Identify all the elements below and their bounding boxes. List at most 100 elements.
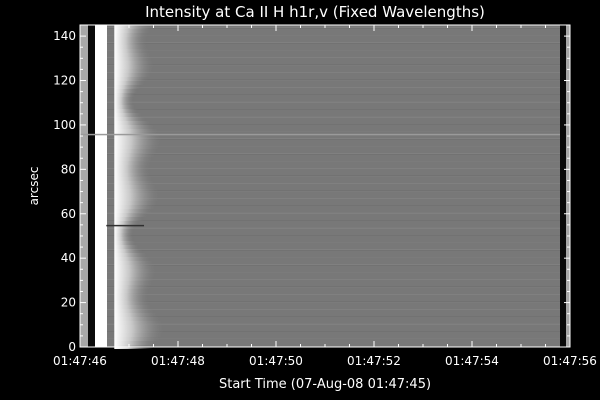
decay-strip: [114, 213, 149, 217]
decay-strip: [114, 61, 155, 65]
decay-strip: [114, 37, 148, 41]
image-streak: [80, 191, 570, 192]
image-streak: [80, 80, 570, 81]
decay-strip: [114, 321, 164, 325]
image-streak: [80, 228, 570, 229]
decay-strip: [114, 249, 144, 253]
image-streak: [80, 50, 570, 51]
image-streak: [80, 176, 570, 177]
image-streak: [80, 264, 570, 265]
decay-strip: [114, 209, 153, 213]
x-tick-label: 01:47:54: [445, 354, 499, 368]
y-tick-label: 80: [61, 162, 76, 176]
image-streak: [80, 324, 570, 325]
image-streak: [80, 65, 570, 66]
decay-strip: [114, 261, 155, 265]
decay-strip: [114, 233, 134, 237]
image-streak: [80, 249, 570, 250]
decay-strip: [114, 313, 159, 317]
image-streak: [80, 294, 570, 295]
decay-strip: [114, 157, 154, 161]
decay-strip: [114, 229, 135, 233]
image-streak: [80, 227, 570, 228]
y-tick-label: 0: [68, 340, 76, 354]
decay-strip: [114, 281, 154, 285]
image-streak: [80, 183, 570, 184]
image-streak: [80, 64, 570, 65]
decay-strip: [114, 205, 157, 209]
decay-strip: [114, 265, 157, 269]
image-streak: [80, 57, 570, 58]
image-streak: [80, 138, 570, 139]
decay-strip: [114, 109, 139, 113]
decay-strip: [114, 161, 152, 165]
image-streak: [80, 301, 570, 302]
decay-strip: [114, 181, 156, 185]
decay-strip: [114, 45, 149, 49]
decay-strip: [114, 29, 152, 33]
decay-strip: [114, 305, 153, 309]
decay-strip: [114, 77, 150, 81]
decay-strip: [114, 337, 162, 341]
decay-strip: [114, 153, 157, 157]
image-streak: [80, 117, 570, 118]
image-streak: [80, 94, 570, 95]
image-streak: [80, 205, 570, 206]
image-streak: [80, 161, 570, 162]
image-streak: [80, 212, 570, 213]
decay-strip: [114, 329, 166, 333]
image-streak: [80, 323, 570, 324]
decay-strip: [114, 85, 142, 89]
image-streak: [80, 139, 570, 140]
decay-strip: [114, 165, 151, 169]
image-streak: [80, 265, 570, 266]
image-background: [80, 25, 570, 347]
y-tick-label: 140: [53, 29, 76, 43]
decay-strip: [114, 317, 162, 321]
x-axis: 01:47:46 01:47:48 01:47:50 01:47:52 01:47:54…: [53, 25, 597, 368]
saturated-band: [95, 25, 107, 347]
image-streak: [80, 42, 570, 43]
image-streak: [80, 309, 570, 310]
decay-strip: [114, 257, 152, 261]
dark-column-right: [560, 25, 566, 347]
decay-strip: [114, 149, 159, 153]
image-streak: [80, 101, 570, 102]
image-streak: [80, 198, 570, 199]
decay-region: [80, 25, 570, 349]
image-streak: [80, 331, 570, 332]
image-streak: [80, 242, 570, 243]
image-streak: [80, 102, 570, 103]
decay-strip: [114, 53, 152, 57]
image-streak: [80, 316, 570, 317]
decay-strip: [114, 333, 165, 337]
image-streak: [80, 302, 570, 303]
decay-strip: [114, 309, 156, 313]
decay-strip: [114, 273, 157, 277]
decay-strip: [114, 189, 160, 193]
x-axis-label: Start Time (07-Aug-08 01:47:45): [219, 377, 431, 392]
y-tick-label: 60: [61, 207, 76, 221]
image-streak: [80, 287, 570, 288]
decay-strip: [114, 197, 161, 201]
image-streak: [80, 109, 570, 110]
image-streak: [80, 190, 570, 191]
decay-strip: [114, 49, 151, 53]
dark-column-left: [88, 25, 95, 347]
decay-strip: [114, 289, 151, 293]
decay-strip: [114, 169, 151, 173]
decay-strip: [114, 221, 140, 225]
image-streak: [80, 35, 570, 36]
decay-strip: [114, 241, 137, 245]
y-tick-label: 40: [61, 251, 76, 265]
chart-title: Intensity at Ca II H h1r,v (Fixed Wavele…: [145, 3, 485, 21]
image-streak: [80, 124, 570, 125]
y-axis: 0 20 40 60 80 100 120 140: [53, 24, 570, 354]
decay-strip: [114, 117, 147, 121]
decay-strip: [114, 145, 162, 149]
dark-feature-line: [106, 224, 145, 227]
image-streak: [80, 279, 570, 280]
x-tick-label: 01:47:48: [151, 354, 205, 368]
image-streak: [80, 250, 570, 251]
